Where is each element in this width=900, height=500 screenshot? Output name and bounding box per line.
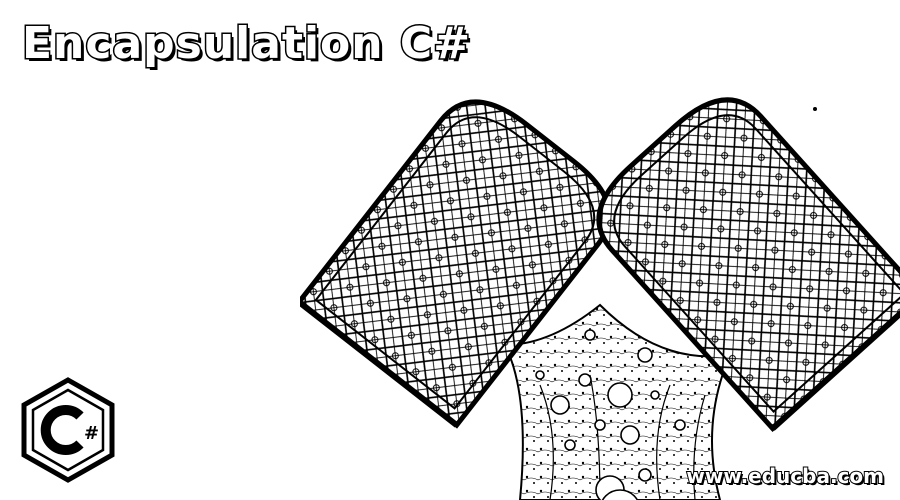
right-capsule	[596, 97, 900, 433]
csharp-logo-icon: #	[21, 377, 115, 483]
bubbles	[535, 329, 686, 500]
capsule-illustration	[300, 97, 900, 500]
logo-glyph: #	[84, 423, 99, 444]
site-url[interactable]: www.educba.com	[685, 463, 885, 489]
page-title: Encapsulation C#	[20, 17, 472, 71]
